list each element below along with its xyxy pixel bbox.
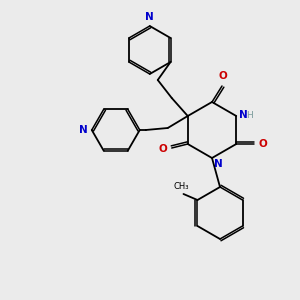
Text: H: H	[246, 110, 253, 119]
Text: N: N	[239, 110, 248, 120]
Text: O: O	[258, 139, 267, 149]
Text: N: N	[146, 12, 154, 22]
Text: O: O	[158, 144, 167, 154]
Text: O: O	[219, 71, 227, 81]
Text: CH₃: CH₃	[174, 182, 189, 191]
Text: N: N	[79, 125, 88, 135]
Text: N: N	[214, 159, 223, 169]
